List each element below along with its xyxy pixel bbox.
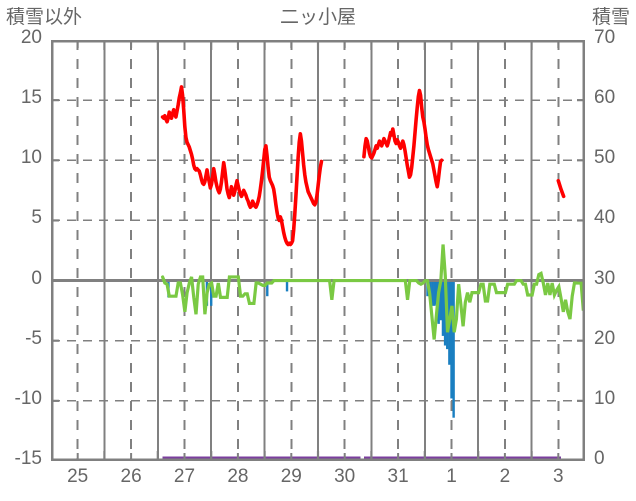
left-axis-tick: -5: [25, 327, 42, 349]
left-axis-title: 積雪以外: [6, 7, 83, 28]
x-axis-tick: 28: [227, 466, 249, 487]
x-axis-tick: 31: [387, 466, 409, 487]
right-axis-tick: 70: [594, 27, 616, 48]
page-title: 二ッ小屋: [279, 7, 356, 28]
right-axis-tick: 30: [594, 267, 616, 289]
left-axis-tick: 0: [31, 267, 42, 289]
right-axis-tick: 20: [594, 327, 616, 349]
x-axis-tick: 27: [173, 466, 196, 487]
right-axis-tick: 0: [594, 448, 605, 469]
x-axis-tick: 25: [67, 466, 89, 487]
left-axis-tick: 15: [20, 87, 42, 109]
right-axis-tick: 50: [594, 147, 616, 169]
right-axis-title: 積雪: [591, 7, 630, 28]
x-axis-tick: 30: [334, 466, 356, 487]
right-axis-tick: 40: [594, 207, 616, 229]
red-temp-line: [160, 85, 566, 247]
right-axis-ticks: 70 60 50 40 30 20 10 0: [590, 0, 636, 501]
left-axis-tick: 5: [31, 207, 42, 229]
x-axis-tick: 2: [499, 466, 511, 487]
x-axis-tick: 3: [553, 466, 564, 487]
right-axis-tick: 60: [594, 87, 616, 109]
left-axis-tick: -15: [14, 448, 42, 469]
chart-canvas: [51, 40, 585, 461]
x-axis-tick: 26: [120, 466, 142, 487]
right-axis-tick: 10: [594, 387, 616, 409]
x-axis-tick: 29: [280, 466, 302, 487]
plot-frame: [51, 40, 585, 461]
left-axis-tick: 20: [20, 27, 42, 48]
chart-plot-area: [51, 40, 585, 461]
x-axis-tick: 1: [446, 466, 457, 487]
left-axis-ticks: 20 15 10 5 0 -5 -10 -15: [0, 0, 46, 501]
left-axis-tick: -10: [14, 387, 42, 409]
gridlines: [51, 40, 585, 461]
green-precip-line: [161, 244, 585, 340]
left-axis-tick: 10: [20, 147, 42, 169]
